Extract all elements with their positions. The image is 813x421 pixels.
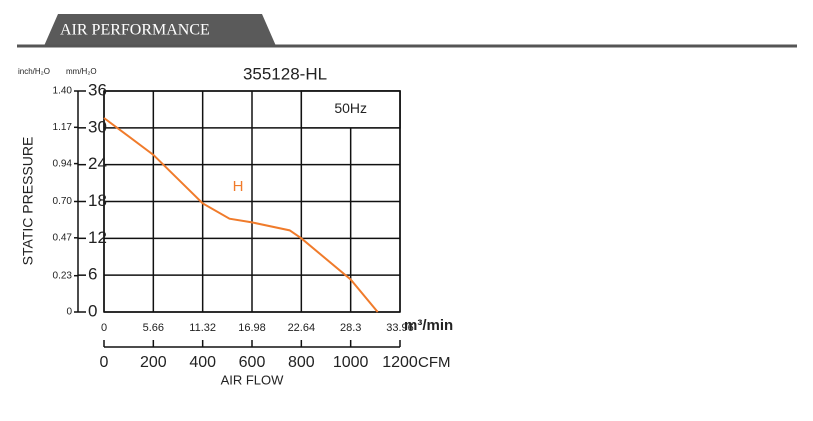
- x-tick-label: 5.66: [143, 322, 164, 334]
- y2-tick-label: 1.40: [53, 86, 73, 97]
- y2-tick-label: 1.17: [53, 122, 73, 133]
- x-tick-label: 0: [101, 322, 107, 334]
- y-tick-label: 6: [88, 265, 97, 284]
- y-tick-label: 0: [88, 301, 97, 320]
- y-unit: mm/H₂O: [66, 67, 97, 76]
- x-tick-label: 33.96: [386, 322, 414, 334]
- y2-tick-label: 0.23: [53, 270, 73, 281]
- y-tick-label: 24: [88, 154, 107, 173]
- y2-tick-label: 0.94: [53, 158, 73, 169]
- curve: [103, 117, 379, 313]
- x-title: AIR FLOW: [221, 372, 285, 387]
- y-tick-label: 36: [88, 80, 107, 99]
- annotation: 50Hz: [334, 100, 367, 116]
- x2-tick-label: 200: [140, 354, 167, 371]
- y2-tick-label: 0: [66, 307, 72, 318]
- series-label: H: [233, 178, 244, 195]
- y2-tick-label: 0.47: [53, 232, 73, 243]
- x-label: m³/min: [404, 317, 453, 334]
- x2-tick-label: 0: [100, 354, 109, 371]
- x-tick-label: 16.98: [238, 322, 266, 334]
- plot-border: [103, 90, 401, 313]
- chart-title: 355128-HL: [243, 64, 327, 83]
- x2-tick-label: 800: [288, 354, 315, 371]
- y-tick-label: 18: [88, 191, 107, 210]
- y-tick-label: 12: [88, 228, 107, 247]
- x2-tick-label: 1000: [333, 354, 369, 371]
- x2-tick-label: 600: [239, 354, 266, 371]
- x2-tick-label: 1200: [382, 354, 418, 371]
- y2-tick-label: 0.70: [53, 196, 73, 207]
- y2-unit: inch/H₂O: [18, 67, 50, 76]
- y-tick-label: 30: [88, 117, 107, 136]
- header-tab: [44, 14, 276, 46]
- x-tick-label: 28.3: [340, 322, 361, 334]
- x2-label: CFM: [418, 354, 451, 371]
- header-title: AIR PERFORMANCE: [60, 22, 210, 39]
- x-tick-label: 22.64: [288, 322, 316, 334]
- y-label: STATIC PRESSURE: [20, 137, 36, 266]
- x2-tick-label: 400: [189, 354, 216, 371]
- x-tick-label: 11.32: [189, 322, 216, 334]
